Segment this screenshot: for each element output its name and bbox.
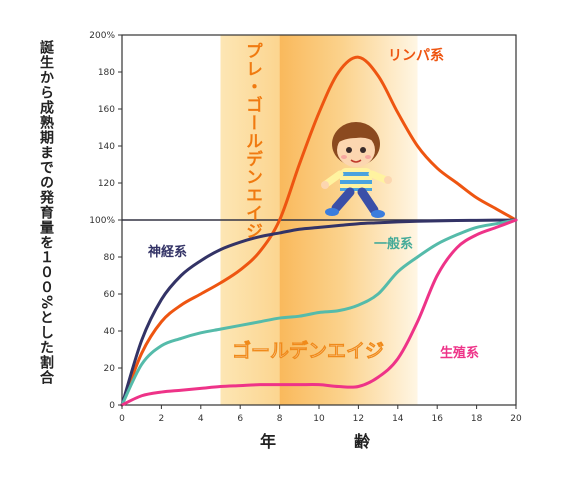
y-tick-label: 100% bbox=[89, 216, 115, 226]
y-tick-label: 40 bbox=[104, 327, 116, 337]
y-tick-label: 140 bbox=[98, 142, 115, 152]
y-tick-label: 200% bbox=[89, 31, 115, 41]
x-tick-label: 16 bbox=[431, 414, 443, 424]
series-line-repro bbox=[120, 218, 518, 407]
x-tick-label: 12 bbox=[353, 414, 364, 424]
x-tick-label: 6 bbox=[237, 414, 243, 424]
label-repro: 生殖系 bbox=[440, 345, 479, 361]
y-tick-label: 60 bbox=[104, 290, 116, 300]
x-axis-label-year: 年 bbox=[260, 432, 277, 451]
label-lymph: リンパ系 bbox=[388, 47, 444, 64]
y-tick-label: 0 bbox=[109, 401, 115, 411]
label-general: 一般系 bbox=[374, 236, 413, 252]
y-tick-label: 180 bbox=[98, 68, 115, 78]
label-golden-age: ゴールデンエイジ bbox=[232, 339, 384, 362]
x-tick-label: 4 bbox=[198, 414, 204, 424]
running-child-illustration bbox=[321, 122, 392, 218]
label-nerve: 神経系 bbox=[148, 244, 187, 260]
label-pre-golden-age: プレ・ゴールデンエイジ bbox=[242, 42, 263, 240]
series-line-nerve bbox=[120, 218, 518, 407]
y-tick-label: 80 bbox=[104, 253, 116, 263]
x-tick-label: 14 bbox=[392, 414, 404, 424]
x-tick-label: 2 bbox=[159, 414, 165, 424]
x-tick-label: 0 bbox=[119, 414, 125, 424]
x-tick-label: 8 bbox=[277, 414, 283, 424]
y-axis-label: 誕生から成熟期までの発育量を１００%とした割合 bbox=[38, 40, 54, 386]
x-axis-label-age: 齢 bbox=[354, 432, 371, 451]
y-tick-label: 120 bbox=[98, 179, 115, 189]
axis-ticks: 0 2 4 6 8 10 12 14 16 18 20 0 20 40 60 80 100% 120 140 160 1… bbox=[89, 31, 522, 424]
x-tick-label: 18 bbox=[471, 414, 483, 424]
series-line-lymph bbox=[120, 55, 518, 407]
x-tick-label: 10 bbox=[313, 414, 325, 424]
y-tick-label: 20 bbox=[104, 364, 116, 374]
x-tick-label: 20 bbox=[510, 414, 522, 424]
y-tick-label: 160 bbox=[98, 105, 115, 115]
series-line-general bbox=[120, 218, 518, 407]
series-lines bbox=[120, 55, 518, 407]
